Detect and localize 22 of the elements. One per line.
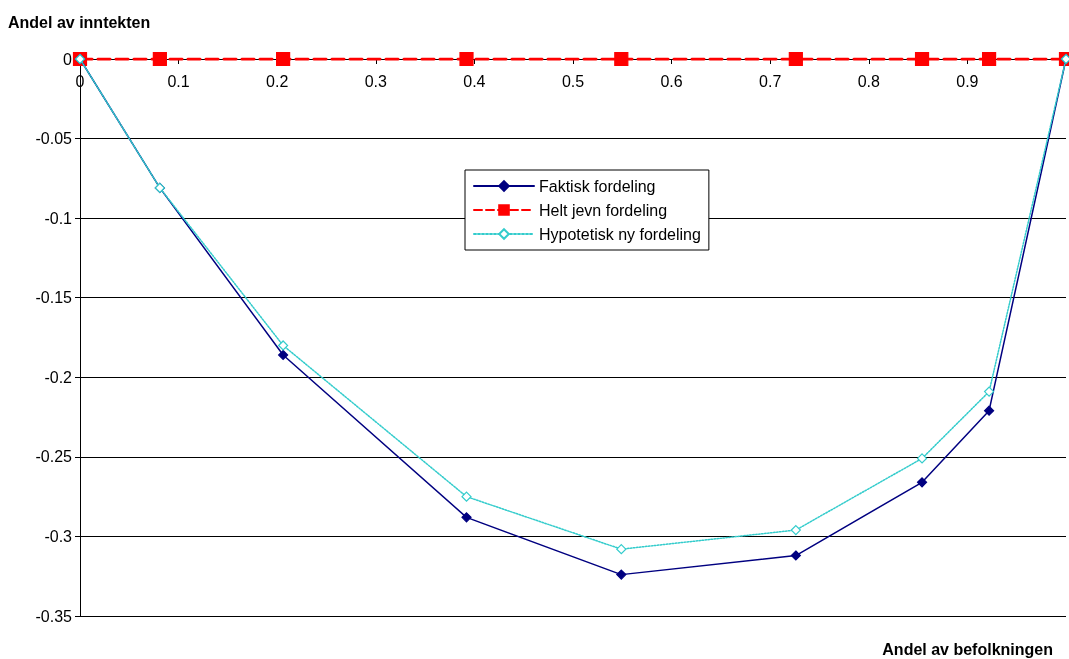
y-tick-label: -0.3 [44, 527, 73, 545]
y-tick-label: 0 [63, 50, 73, 68]
legend-label: Helt jevn fordeling [539, 201, 668, 219]
y-tick-label: -0.15 [35, 289, 73, 307]
legend-label: Faktisk fordeling [539, 177, 656, 195]
x-tick-label: 0.6 [660, 72, 683, 90]
y-axis-title: Andel av inntekten [8, 13, 151, 31]
y-tick-label: -0.2 [44, 368, 73, 386]
x-tick-label: 0.7 [759, 72, 782, 90]
x-axis-title: Andel av befolkningen [882, 640, 1053, 658]
legend-label: Hypotetisk ny fordeling [539, 225, 701, 243]
x-tick-label: 0.1 [167, 72, 190, 90]
y-tick-label: -0.05 [35, 130, 73, 148]
y-tick-label: -0.25 [35, 448, 73, 466]
y-tick-label: -0.1 [44, 209, 73, 227]
x-tick-label: 0.4 [463, 72, 486, 90]
x-tick-label: 0.9 [956, 72, 979, 90]
x-tick-label: 0.8 [857, 72, 881, 90]
x-tick-label: 0.2 [266, 72, 289, 90]
y-tick-label: -0.35 [35, 607, 73, 625]
x-tick-label: 0.5 [561, 72, 585, 90]
x-tick-label: 0.3 [364, 72, 388, 90]
